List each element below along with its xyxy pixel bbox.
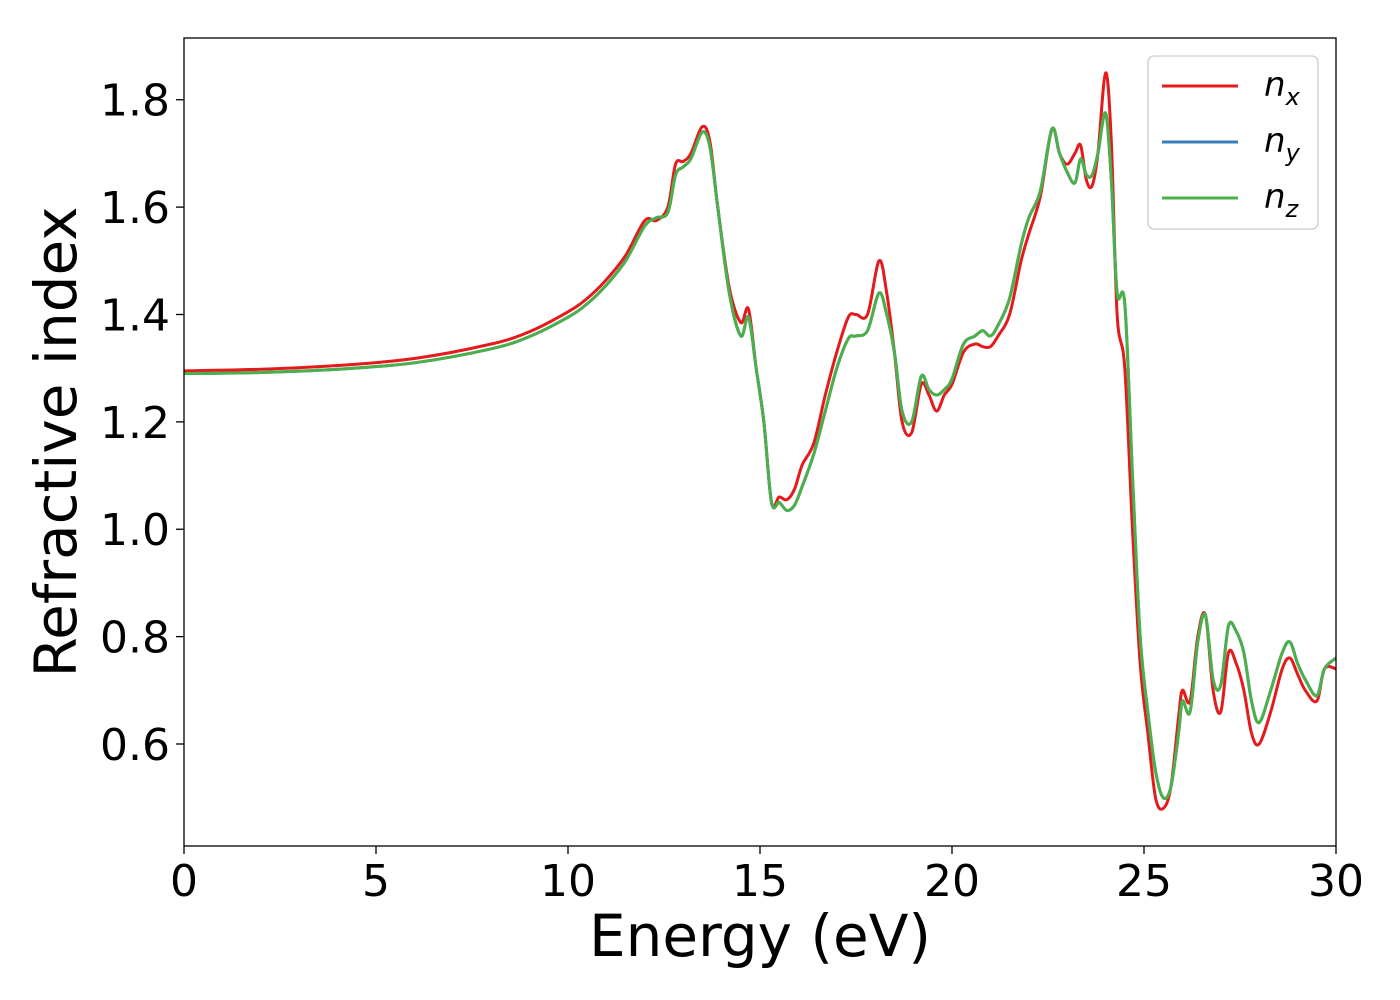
y-tick-label: 1.0 xyxy=(100,505,170,556)
y-tick-label: 1.2 xyxy=(100,398,170,449)
x-axis-label: Energy (eV) xyxy=(589,902,931,970)
x-tick-label: 0 xyxy=(170,856,198,907)
series-line-n-z xyxy=(184,111,1336,801)
x-tick-label: 15 xyxy=(732,856,788,907)
y-tick-label: 0.8 xyxy=(100,613,170,664)
y-tick-label: 1.4 xyxy=(100,290,170,341)
y-tick-label: 1.8 xyxy=(100,76,170,127)
x-axis: 0 5 10 15 20 25 30 xyxy=(170,846,1364,907)
y-axis: 0.6 0.8 1.0 1.2 1.4 1.6 1.8 xyxy=(100,76,184,771)
x-tick-label: 10 xyxy=(540,856,596,907)
y-axis-label: Refractive index xyxy=(22,206,90,677)
y-tick-label: 1.6 xyxy=(100,183,170,234)
x-tick-label: 30 xyxy=(1308,856,1364,907)
legend-label-n-z: nz xyxy=(1264,177,1300,223)
series-layer xyxy=(184,71,1336,811)
y-tick-label: 0.6 xyxy=(100,720,170,771)
x-tick-label: 20 xyxy=(924,856,980,907)
legend-label-n-x: nx xyxy=(1264,65,1301,111)
x-tick-label: 5 xyxy=(362,856,390,907)
legend-label-n-y: ny xyxy=(1264,121,1301,167)
x-tick-label: 25 xyxy=(1116,856,1172,907)
legend: nx ny nz xyxy=(1147,55,1319,230)
